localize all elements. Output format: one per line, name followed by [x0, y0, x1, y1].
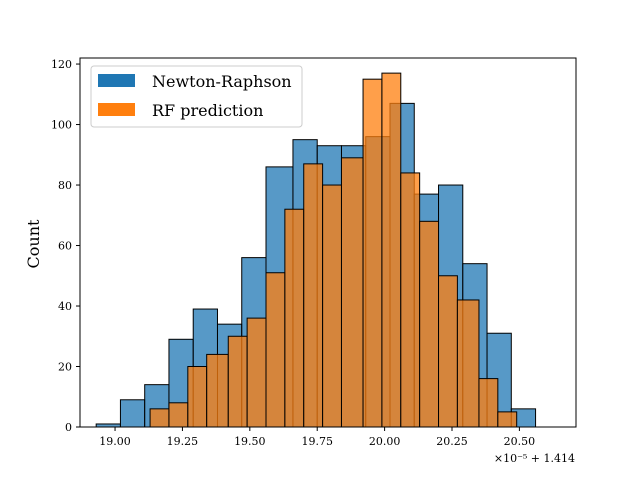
x-tick-label: 20.25 [436, 435, 468, 448]
y-tick-label: 0 [65, 421, 72, 434]
bar-rf-prediction-3 [206, 353, 229, 428]
bars-layer [95, 72, 537, 428]
x-tick-label: 20.50 [504, 435, 536, 448]
bar-rf-prediction-10 [340, 157, 364, 428]
legend-label-newton-raphson: Newton-Raphson [152, 72, 292, 91]
bar-rf-prediction-8 [303, 163, 324, 428]
x-tick-label: 19.25 [167, 435, 199, 448]
bar-newton-raphson-1 [119, 399, 146, 428]
y-tick-label: 80 [58, 179, 72, 192]
legend-label-rf-prediction: RF prediction [152, 101, 263, 120]
legend: Newton-Raphson RF prediction [90, 65, 303, 128]
bar-rf-prediction-14 [419, 220, 440, 428]
bar-rf-prediction-12 [381, 72, 402, 428]
bar-rf-prediction-4 [227, 335, 248, 428]
plot-frame [79, 57, 577, 428]
x-tick-label: 19.75 [301, 435, 333, 448]
x-tick-label: 19.50 [234, 435, 266, 448]
y-axis-label: Count [24, 219, 43, 268]
bar-rf-prediction-15 [438, 275, 458, 428]
bar-rf-prediction-0 [149, 408, 170, 428]
bar-rf-prediction-18 [497, 411, 518, 428]
bar-rf-prediction-16 [456, 299, 480, 428]
bar-rf-prediction-5 [246, 317, 267, 428]
bar-rf-prediction-1 [168, 402, 189, 428]
y-tick-label: 120 [51, 58, 72, 71]
bar-rf-prediction-17 [478, 378, 499, 428]
y-tick-label: 100 [51, 119, 72, 132]
bar-rf-prediction-7 [284, 208, 305, 428]
bar-rf-prediction-9 [322, 184, 342, 428]
bar-rf-prediction-11 [362, 78, 383, 428]
legend-swatch-newton-raphson [98, 74, 135, 87]
x-axis: 19.00 19.25 19.50 19.75 20.00 20.25 20.50 [99, 427, 535, 448]
y-axis: 0 20 40 60 80 100 120 [51, 58, 80, 434]
bar-rf-prediction-6 [265, 272, 286, 428]
y-tick-label: 60 [58, 240, 72, 253]
bar-rf-prediction-2 [187, 366, 208, 428]
y-tick-label: 20 [58, 361, 72, 374]
legend-swatch-rf-prediction [98, 103, 135, 116]
x-tick-label: 20.00 [369, 435, 401, 448]
x-axis-offset-label: ×10⁻⁵ + 1.414 [494, 452, 575, 465]
y-tick-label: 40 [58, 300, 72, 313]
legend-frame [90, 65, 303, 128]
x-tick-label: 19.00 [99, 435, 131, 448]
bar-rf-prediction-13 [400, 172, 421, 428]
